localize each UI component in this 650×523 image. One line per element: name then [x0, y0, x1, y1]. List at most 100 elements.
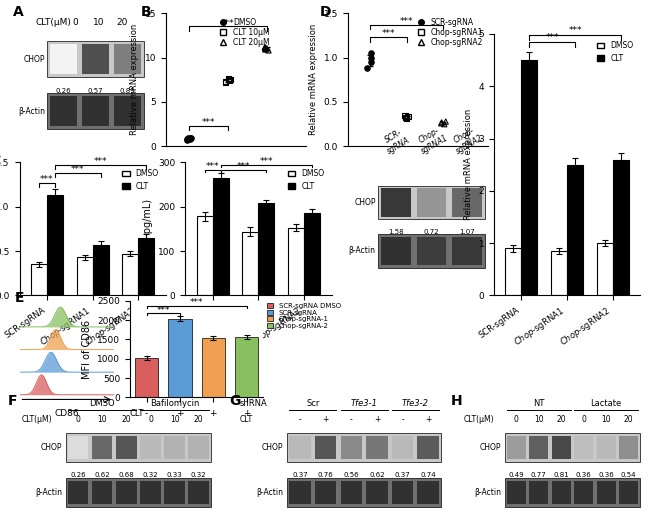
Text: 0.49: 0.49 [508, 472, 524, 477]
Text: +: + [243, 409, 250, 418]
FancyBboxPatch shape [392, 436, 413, 459]
Bar [288, 228, 304, 295]
Text: 0.81: 0.81 [553, 472, 569, 477]
FancyBboxPatch shape [188, 481, 209, 504]
Text: -: - [145, 409, 148, 418]
Text: E: E [15, 291, 24, 305]
Text: -: - [350, 415, 353, 425]
Point [261, 44, 272, 52]
Text: 0.89: 0.89 [120, 88, 136, 94]
Text: 0.76: 0.76 [318, 472, 333, 477]
FancyBboxPatch shape [597, 481, 616, 504]
Text: NT: NT [533, 399, 545, 407]
FancyBboxPatch shape [287, 479, 441, 506]
FancyBboxPatch shape [289, 436, 311, 459]
Text: β-Actin: β-Actin [35, 488, 62, 497]
Bar [202, 338, 225, 397]
Text: Bafilomycin: Bafilomycin [150, 399, 199, 407]
Text: 0: 0 [148, 415, 153, 425]
Point [403, 112, 413, 120]
Text: 0.56: 0.56 [343, 472, 359, 477]
Text: H: H [450, 394, 462, 408]
FancyBboxPatch shape [619, 481, 638, 504]
FancyBboxPatch shape [417, 188, 447, 217]
Bar [506, 248, 521, 295]
Text: 10: 10 [170, 415, 179, 425]
Text: 0.26: 0.26 [56, 88, 72, 94]
Y-axis label: Relative mRNA expression: Relative mRNA expression [130, 24, 139, 135]
Point [400, 113, 410, 121]
Text: ***: *** [545, 33, 559, 42]
Text: 0.32: 0.32 [190, 472, 207, 477]
Text: Tfe3-1: Tfe3-1 [350, 399, 378, 407]
FancyBboxPatch shape [366, 436, 388, 459]
FancyBboxPatch shape [505, 434, 640, 462]
Text: 0.57: 0.57 [88, 88, 103, 94]
Text: 20: 20 [122, 415, 131, 425]
Text: ***: *** [221, 18, 235, 28]
Text: CHOP: CHOP [261, 443, 283, 452]
FancyBboxPatch shape [114, 96, 141, 126]
Text: ***: *** [190, 298, 203, 307]
Point [225, 75, 235, 84]
Text: G: G [229, 394, 240, 408]
FancyBboxPatch shape [164, 481, 185, 504]
FancyBboxPatch shape [82, 96, 109, 126]
Text: -: - [401, 415, 404, 425]
Text: shRNA: shRNA [239, 399, 267, 407]
Bar [567, 165, 583, 295]
FancyBboxPatch shape [116, 436, 136, 459]
FancyBboxPatch shape [552, 436, 571, 459]
FancyBboxPatch shape [66, 434, 211, 462]
Point [223, 75, 233, 83]
FancyBboxPatch shape [140, 481, 161, 504]
Text: +: + [176, 409, 184, 418]
FancyBboxPatch shape [507, 481, 526, 504]
Y-axis label: Relative mRNA expression: Relative mRNA expression [309, 24, 318, 135]
Text: ***: *** [94, 157, 107, 166]
Y-axis label: IL2 ( pg/mL): IL2 ( pg/mL) [143, 199, 153, 258]
Bar [122, 254, 138, 295]
Text: 0.37: 0.37 [292, 472, 308, 477]
Text: ***: *** [40, 175, 54, 184]
Point [441, 117, 451, 126]
Point [185, 135, 195, 143]
Text: 0.62: 0.62 [94, 472, 111, 477]
FancyBboxPatch shape [452, 188, 482, 217]
FancyBboxPatch shape [315, 436, 337, 459]
Text: 0: 0 [76, 415, 81, 425]
Point [261, 46, 271, 54]
Text: ***: *** [568, 27, 582, 36]
Text: B: B [140, 5, 151, 19]
FancyBboxPatch shape [392, 481, 413, 504]
Bar [31, 265, 47, 295]
Text: 0.74: 0.74 [421, 472, 436, 477]
FancyBboxPatch shape [114, 44, 141, 74]
FancyBboxPatch shape [116, 481, 136, 504]
FancyBboxPatch shape [382, 236, 411, 265]
Text: CHOP: CHOP [480, 443, 502, 452]
Text: 0.32: 0.32 [142, 472, 159, 477]
Text: DMSO: DMSO [90, 399, 115, 407]
Text: +: + [209, 409, 217, 418]
Point [366, 53, 376, 62]
FancyBboxPatch shape [552, 481, 571, 504]
Text: β-Actin: β-Actin [18, 107, 45, 116]
Bar [235, 337, 258, 397]
Bar [551, 251, 567, 295]
Text: CHOP: CHOP [354, 198, 376, 207]
Legend: SCR-sgRNA DMSO, SCR-sgRNA, Chop-sgRNA-1, Chop-sgRNA-2: SCR-sgRNA DMSO, SCR-sgRNA, Chop-sgRNA-1,… [266, 302, 341, 329]
FancyBboxPatch shape [68, 481, 88, 504]
FancyBboxPatch shape [341, 481, 362, 504]
Text: Scr: Scr [306, 399, 320, 407]
Text: 0.68: 0.68 [118, 472, 135, 477]
Text: 1.58: 1.58 [389, 229, 404, 235]
Text: ***: *** [237, 162, 250, 171]
Bar [213, 178, 229, 295]
FancyBboxPatch shape [619, 436, 638, 459]
Text: CLT: CLT [130, 409, 144, 418]
Text: 0.36: 0.36 [576, 472, 592, 477]
Text: CLT: CLT [239, 415, 252, 425]
FancyBboxPatch shape [47, 93, 144, 129]
FancyBboxPatch shape [289, 481, 311, 504]
